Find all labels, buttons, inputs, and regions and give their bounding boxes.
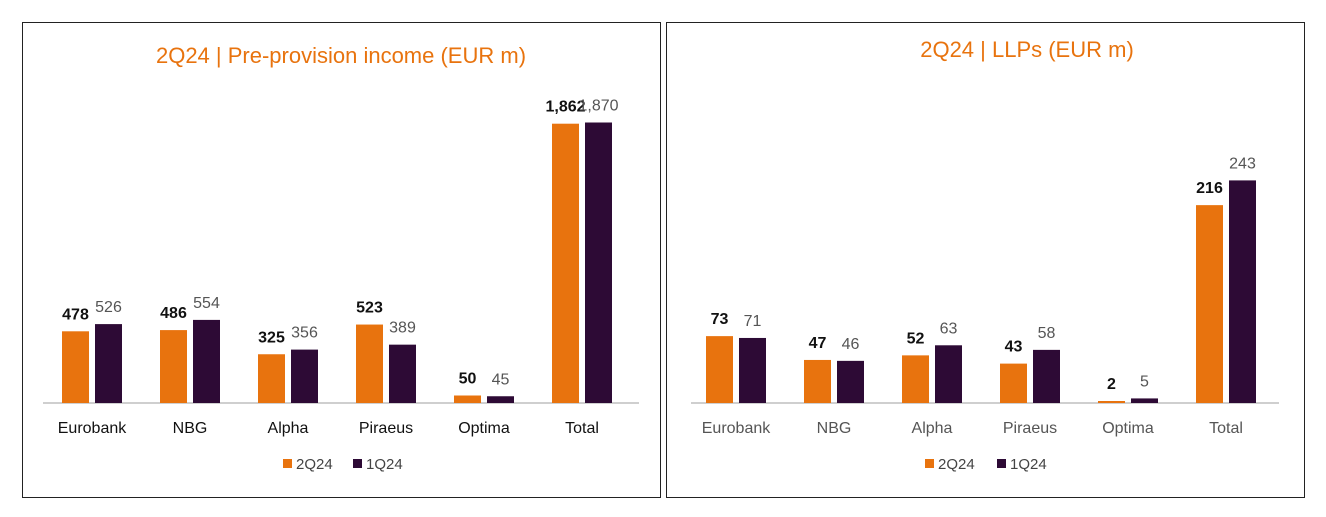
legend-label-1q24: 1Q24 [1010, 456, 1047, 473]
legend-label-2q24: 2Q24 [296, 456, 333, 473]
value-label-1q24: 45 [492, 371, 510, 388]
value-label-2q24: 47 [809, 335, 827, 352]
value-label-2q24: 50 [459, 371, 477, 388]
bar-2q24-alpha [258, 354, 285, 403]
chart-title: 2Q24 | LLPs (EUR m) [920, 37, 1134, 62]
value-label-1q24: 71 [744, 313, 762, 330]
bar-2q24-nbg [804, 359, 831, 403]
bar-1q24-eurobank [739, 337, 766, 403]
value-label-2q24: 486 [160, 305, 187, 322]
category-label: Optima [1102, 420, 1154, 437]
bar-1q24-nbg [193, 319, 220, 403]
bar-1q24-alpha [291, 349, 318, 403]
category-label: Eurobank [58, 420, 127, 437]
legend-swatch-2q24 [283, 459, 292, 468]
value-label-1q24: 58 [1038, 325, 1056, 342]
bar-2q24-total [552, 123, 579, 403]
llps-chart-svg: 2Q24 | LLPs (EUR m) 73 71 Eurobank 47 46 NBG 5… [691, 37, 1279, 473]
bar-1q24-total [1229, 180, 1256, 403]
value-label-2q24: 52 [907, 330, 925, 347]
bar-1q24-optima [1131, 398, 1158, 403]
value-label-1q24: 356 [291, 325, 318, 342]
legend-label-1q24: 1Q24 [366, 456, 403, 473]
value-label-1q24: 389 [389, 320, 416, 337]
category-label: Total [1209, 420, 1243, 437]
category-label: Alpha [268, 420, 309, 437]
value-label-1q24: 46 [842, 336, 860, 353]
value-label-1q24: 554 [193, 295, 220, 312]
bar-1q24-total [585, 122, 612, 403]
category-label: Piraeus [359, 420, 413, 437]
legend-swatch-1q24 [353, 459, 362, 468]
bar-1q24-piraeus [389, 344, 416, 403]
value-label-2q24: 73 [711, 311, 729, 328]
category-label: NBG [173, 420, 208, 437]
chart-title: 2Q24 | Pre-provision income (EUR m) [156, 43, 526, 68]
value-label-2q24: 1,862 [545, 99, 585, 116]
category-label: NBG [817, 420, 852, 437]
value-label-2q24: 325 [258, 329, 285, 346]
bar-1q24-piraeus [1033, 349, 1060, 403]
category-label: Total [565, 420, 599, 437]
value-label-2q24: 2 [1107, 376, 1116, 393]
category-label: Eurobank [702, 420, 771, 437]
bar-1q24-alpha [935, 345, 962, 403]
bar-2q24-eurobank [62, 331, 89, 403]
ppi-chart-svg: 2Q24 | Pre-provision income (EUR m) 478 5… [43, 43, 639, 473]
category-label: Piraeus [1003, 420, 1057, 437]
value-label-2q24: 478 [62, 306, 89, 323]
bar-1q24-eurobank [95, 324, 122, 403]
bar-2q24-alpha [902, 355, 929, 403]
bar-2q24-total [1196, 205, 1223, 403]
legend-swatch-2q24 [925, 459, 934, 468]
bar-1q24-nbg [837, 360, 864, 403]
bar-2q24-optima [454, 395, 481, 403]
chart-panel-llps: 2Q24 | LLPs (EUR m) 73 71 Eurobank 47 46 NBG 5… [666, 22, 1305, 498]
value-label-1q24: 526 [95, 299, 122, 316]
bar-1q24-optima [487, 396, 514, 403]
category-label: Optima [458, 420, 510, 437]
category-label: Alpha [912, 420, 953, 437]
bar-2q24-nbg [160, 330, 187, 403]
value-label-2q24: 216 [1196, 180, 1223, 197]
value-label-1q24: 63 [940, 320, 958, 337]
value-label-2q24: 523 [356, 300, 383, 317]
bar-2q24-piraeus [356, 324, 383, 403]
legend-label-2q24: 2Q24 [938, 456, 975, 473]
legend-swatch-1q24 [997, 459, 1006, 468]
value-label-1q24: 243 [1229, 155, 1256, 172]
value-label-1q24: 5 [1140, 373, 1149, 390]
bar-2q24-piraeus [1000, 363, 1027, 403]
chart-panel-ppi: 2Q24 | Pre-provision income (EUR m) 478 5… [22, 22, 661, 498]
value-label-2q24: 43 [1005, 339, 1023, 356]
bar-2q24-optima [1098, 401, 1125, 403]
value-label-1q24: 1,870 [578, 98, 618, 115]
bar-2q24-eurobank [706, 336, 733, 403]
